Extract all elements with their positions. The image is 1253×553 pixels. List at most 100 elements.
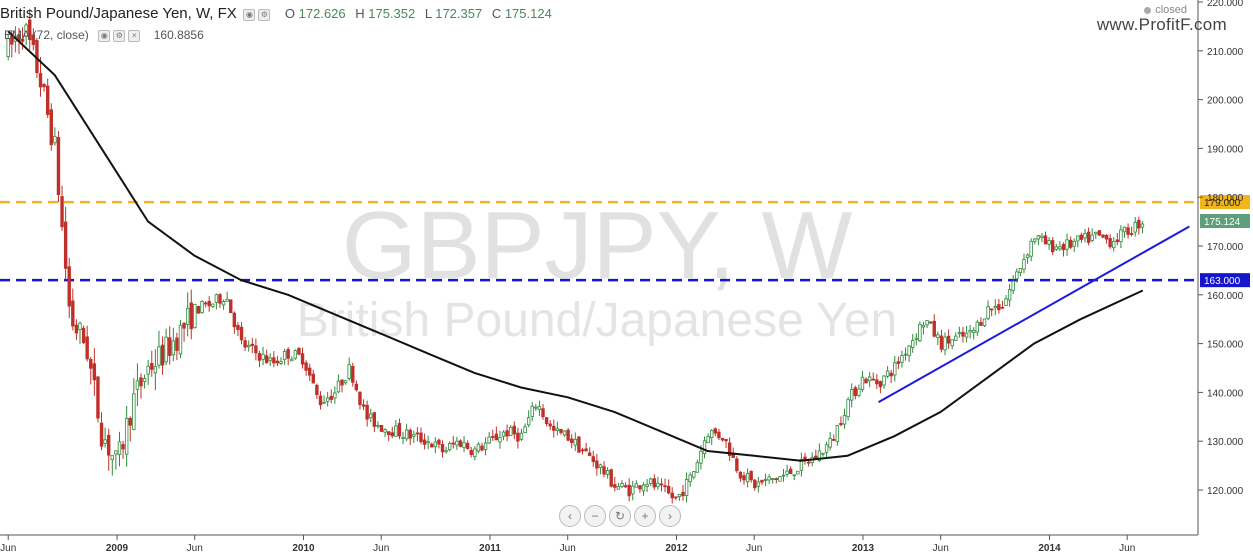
candle-body [1104,234,1109,240]
scroll-right-button[interactable]: › [659,505,681,527]
close-icon[interactable]: × [128,29,141,42]
chart-header: British Pound/Japanese Yen, W, FX ◉ ⚙ O 1… [0,5,558,22]
candle-body [555,428,560,431]
ohlc-key: O [284,6,299,21]
candle-body [648,478,653,485]
candle-body [950,339,954,347]
candle-body [469,449,473,456]
candle-body [961,331,965,337]
candle-body [771,478,775,480]
horizontal-levels[interactable]: 179.000 163.000 175.124 [0,195,1250,288]
candle-body [864,378,868,384]
x-tick-label: Jun [746,543,762,553]
candle-body [1061,243,1066,251]
candle-body [229,299,233,314]
candle-body [232,312,237,328]
candle-body [857,388,861,396]
candle-body [656,482,660,488]
candle-body [311,373,315,384]
candle-body [512,425,516,435]
candle-body [308,367,312,376]
candle-body [304,362,308,371]
candle-body [526,417,531,426]
candle-body [806,461,811,464]
trendline-layer[interactable] [878,225,1190,404]
x-tick-label: Jun [187,543,203,553]
x-tick-label: Jun [373,543,389,553]
candle-body [724,438,728,442]
candle-body [465,442,470,450]
candle-body [609,469,613,487]
candle-body [570,438,574,443]
candle-body [1040,235,1044,238]
candle-body [1086,231,1091,243]
zoom-in-button[interactable]: + [634,505,656,527]
candle-body [982,318,987,327]
reset-button[interactable]: ↻ [609,505,631,527]
candle-body [566,429,570,441]
candle-body [986,306,990,320]
candle-body [343,380,348,384]
candle-body [785,470,789,475]
candle-body [128,417,132,426]
trendline[interactable] [878,225,1190,404]
scroll-left-button[interactable]: ‹ [559,505,581,527]
candle-body [641,484,646,492]
candle-body [20,38,25,42]
candle-body [214,294,219,303]
candle-body [333,392,337,399]
x-tick-label: 2014 [1038,543,1061,553]
candle-body [602,466,606,475]
candle-body [196,306,201,314]
candle-body [440,443,445,453]
candle-body [250,343,254,346]
candle-body [936,334,940,339]
candle-body [293,350,298,359]
candle-body [989,308,994,311]
ohlc-key: C [491,6,505,21]
candle-body [817,450,822,461]
candle-body [189,302,193,330]
candle-body [376,424,380,427]
symbol-title[interactable]: British Pound/Japanese Yen, W, FX [0,5,237,22]
candle-body [164,336,168,363]
candle-body [117,441,122,455]
candle-body [408,429,412,439]
eye-icon[interactable]: ◉ [98,29,111,42]
candle-body [1058,246,1062,250]
candle-body [412,434,416,437]
candle-body [483,442,488,450]
zoom-out-button[interactable]: − [584,505,606,527]
candle-body [846,399,850,418]
candle-body [53,135,57,144]
candle-body [437,439,441,445]
candle-body [505,430,509,437]
candle-body [763,479,768,481]
candle-body [218,294,222,304]
settings-icon[interactable]: ⚙ [258,8,271,21]
candle-body [925,320,929,326]
candle-body [1018,267,1023,274]
candle-body [972,329,976,333]
candle-body [756,481,761,487]
candle-body [487,436,491,444]
candle-body [1004,298,1008,306]
candle-body [182,322,186,329]
candle-body [907,345,911,357]
candle-body [537,406,542,410]
market-status: closed [1144,4,1187,16]
candle-body [871,378,875,381]
candle-body [796,470,800,475]
candle-body [792,474,796,477]
candle-body [548,423,552,427]
indicator-label[interactable]: EMA (72, close) [4,28,89,42]
eye-icon[interactable]: ◉ [243,8,256,21]
candle-body [275,360,280,364]
settings-icon[interactable]: ⚙ [113,29,126,42]
candle-body [530,405,534,417]
candle-body [1050,240,1055,253]
candle-body [121,444,125,450]
x-tick-label: 2011 [479,543,501,553]
